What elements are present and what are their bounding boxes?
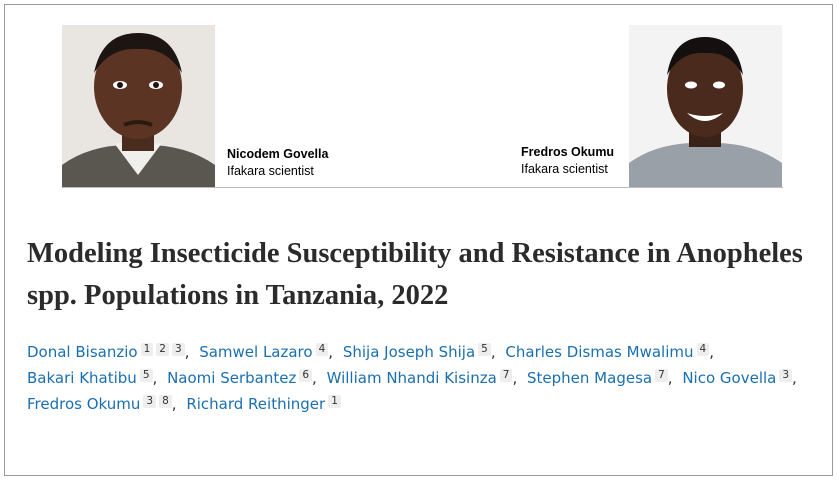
author-name[interactable]: Richard Reithinger [186, 395, 326, 413]
affiliation-badge[interactable]: 5 [478, 343, 491, 356]
affiliation-badge[interactable]: 3 [171, 343, 185, 356]
author: Fredros Okumu 3 8 [27, 395, 182, 413]
affiliation-badge[interactable]: 1 [328, 395, 341, 408]
author: Naomi Serbantez 6 [167, 369, 322, 387]
affiliation-badge[interactable]: 8 [159, 395, 172, 408]
photo [629, 25, 782, 187]
author: William Nhandi Kisinza 7 [326, 369, 522, 387]
author-name[interactable]: Nico Govella [682, 369, 777, 387]
frame: Nicodem Govella Ifakara scientist Fredro… [4, 4, 833, 476]
author-name[interactable]: Bakari Khatibu [27, 369, 137, 387]
affiliation-badge[interactable]: 6 [299, 369, 313, 382]
affiliation-badge[interactable]: 1 [140, 343, 154, 356]
author: Nico Govella 3 [682, 369, 802, 387]
affiliation-badge[interactable]: 4 [696, 343, 710, 356]
author-name[interactable]: William Nhandi Kisinza [326, 369, 497, 387]
affiliation-badge[interactable]: 7 [499, 369, 513, 382]
author-name[interactable]: Naomi Serbantez [167, 369, 297, 387]
author-name[interactable]: Fredros Okumu [27, 395, 141, 413]
person-role: Ifakara scientist [227, 164, 314, 178]
affiliation-badge[interactable]: 3 [143, 395, 157, 408]
person-name: Nicodem Govella [227, 147, 329, 161]
affiliation-badge[interactable]: 2 [156, 343, 169, 356]
author-name[interactable]: Shija Joseph Shija [342, 343, 476, 361]
author: Richard Reithinger 1 [186, 395, 341, 413]
author-name[interactable]: Charles Dismas Mwalimu [505, 343, 694, 361]
author: Charles Dismas Mwalimu 4 [505, 343, 719, 361]
affiliation-badge[interactable]: 4 [315, 343, 329, 356]
author-name[interactable]: Donal Bisanzio [27, 343, 138, 361]
affiliation-badge[interactable]: 3 [779, 369, 793, 382]
caption: Fredros Okumu Ifakara scientist [521, 144, 614, 178]
photo-banner: Nicodem Govella Ifakara scientist Fredro… [62, 25, 783, 188]
affiliation-badge[interactable]: 7 [655, 369, 668, 382]
article-title: Modeling Insecticide Susceptibility and … [27, 238, 803, 311]
author: Stephen Magesa 7 [527, 369, 678, 387]
person-name: Fredros Okumu [521, 145, 615, 159]
author: Samwel Lazaro 4 [199, 343, 338, 361]
author-name[interactable]: Samwel Lazaro [199, 343, 313, 361]
caption: Nicodem Govella Ifakara scientist [227, 146, 328, 180]
author: Shija Joseph Shija 5 [343, 343, 501, 361]
author-name[interactable]: Stephen Magesa [527, 369, 653, 387]
photo [62, 25, 215, 187]
affiliation-badge[interactable]: 5 [139, 369, 153, 382]
author: Bakari Khatibu 5 [27, 369, 162, 387]
person-role: Ifakara scientist [521, 162, 608, 176]
author: Donal Bisanzio 1 2 3 [27, 343, 194, 361]
